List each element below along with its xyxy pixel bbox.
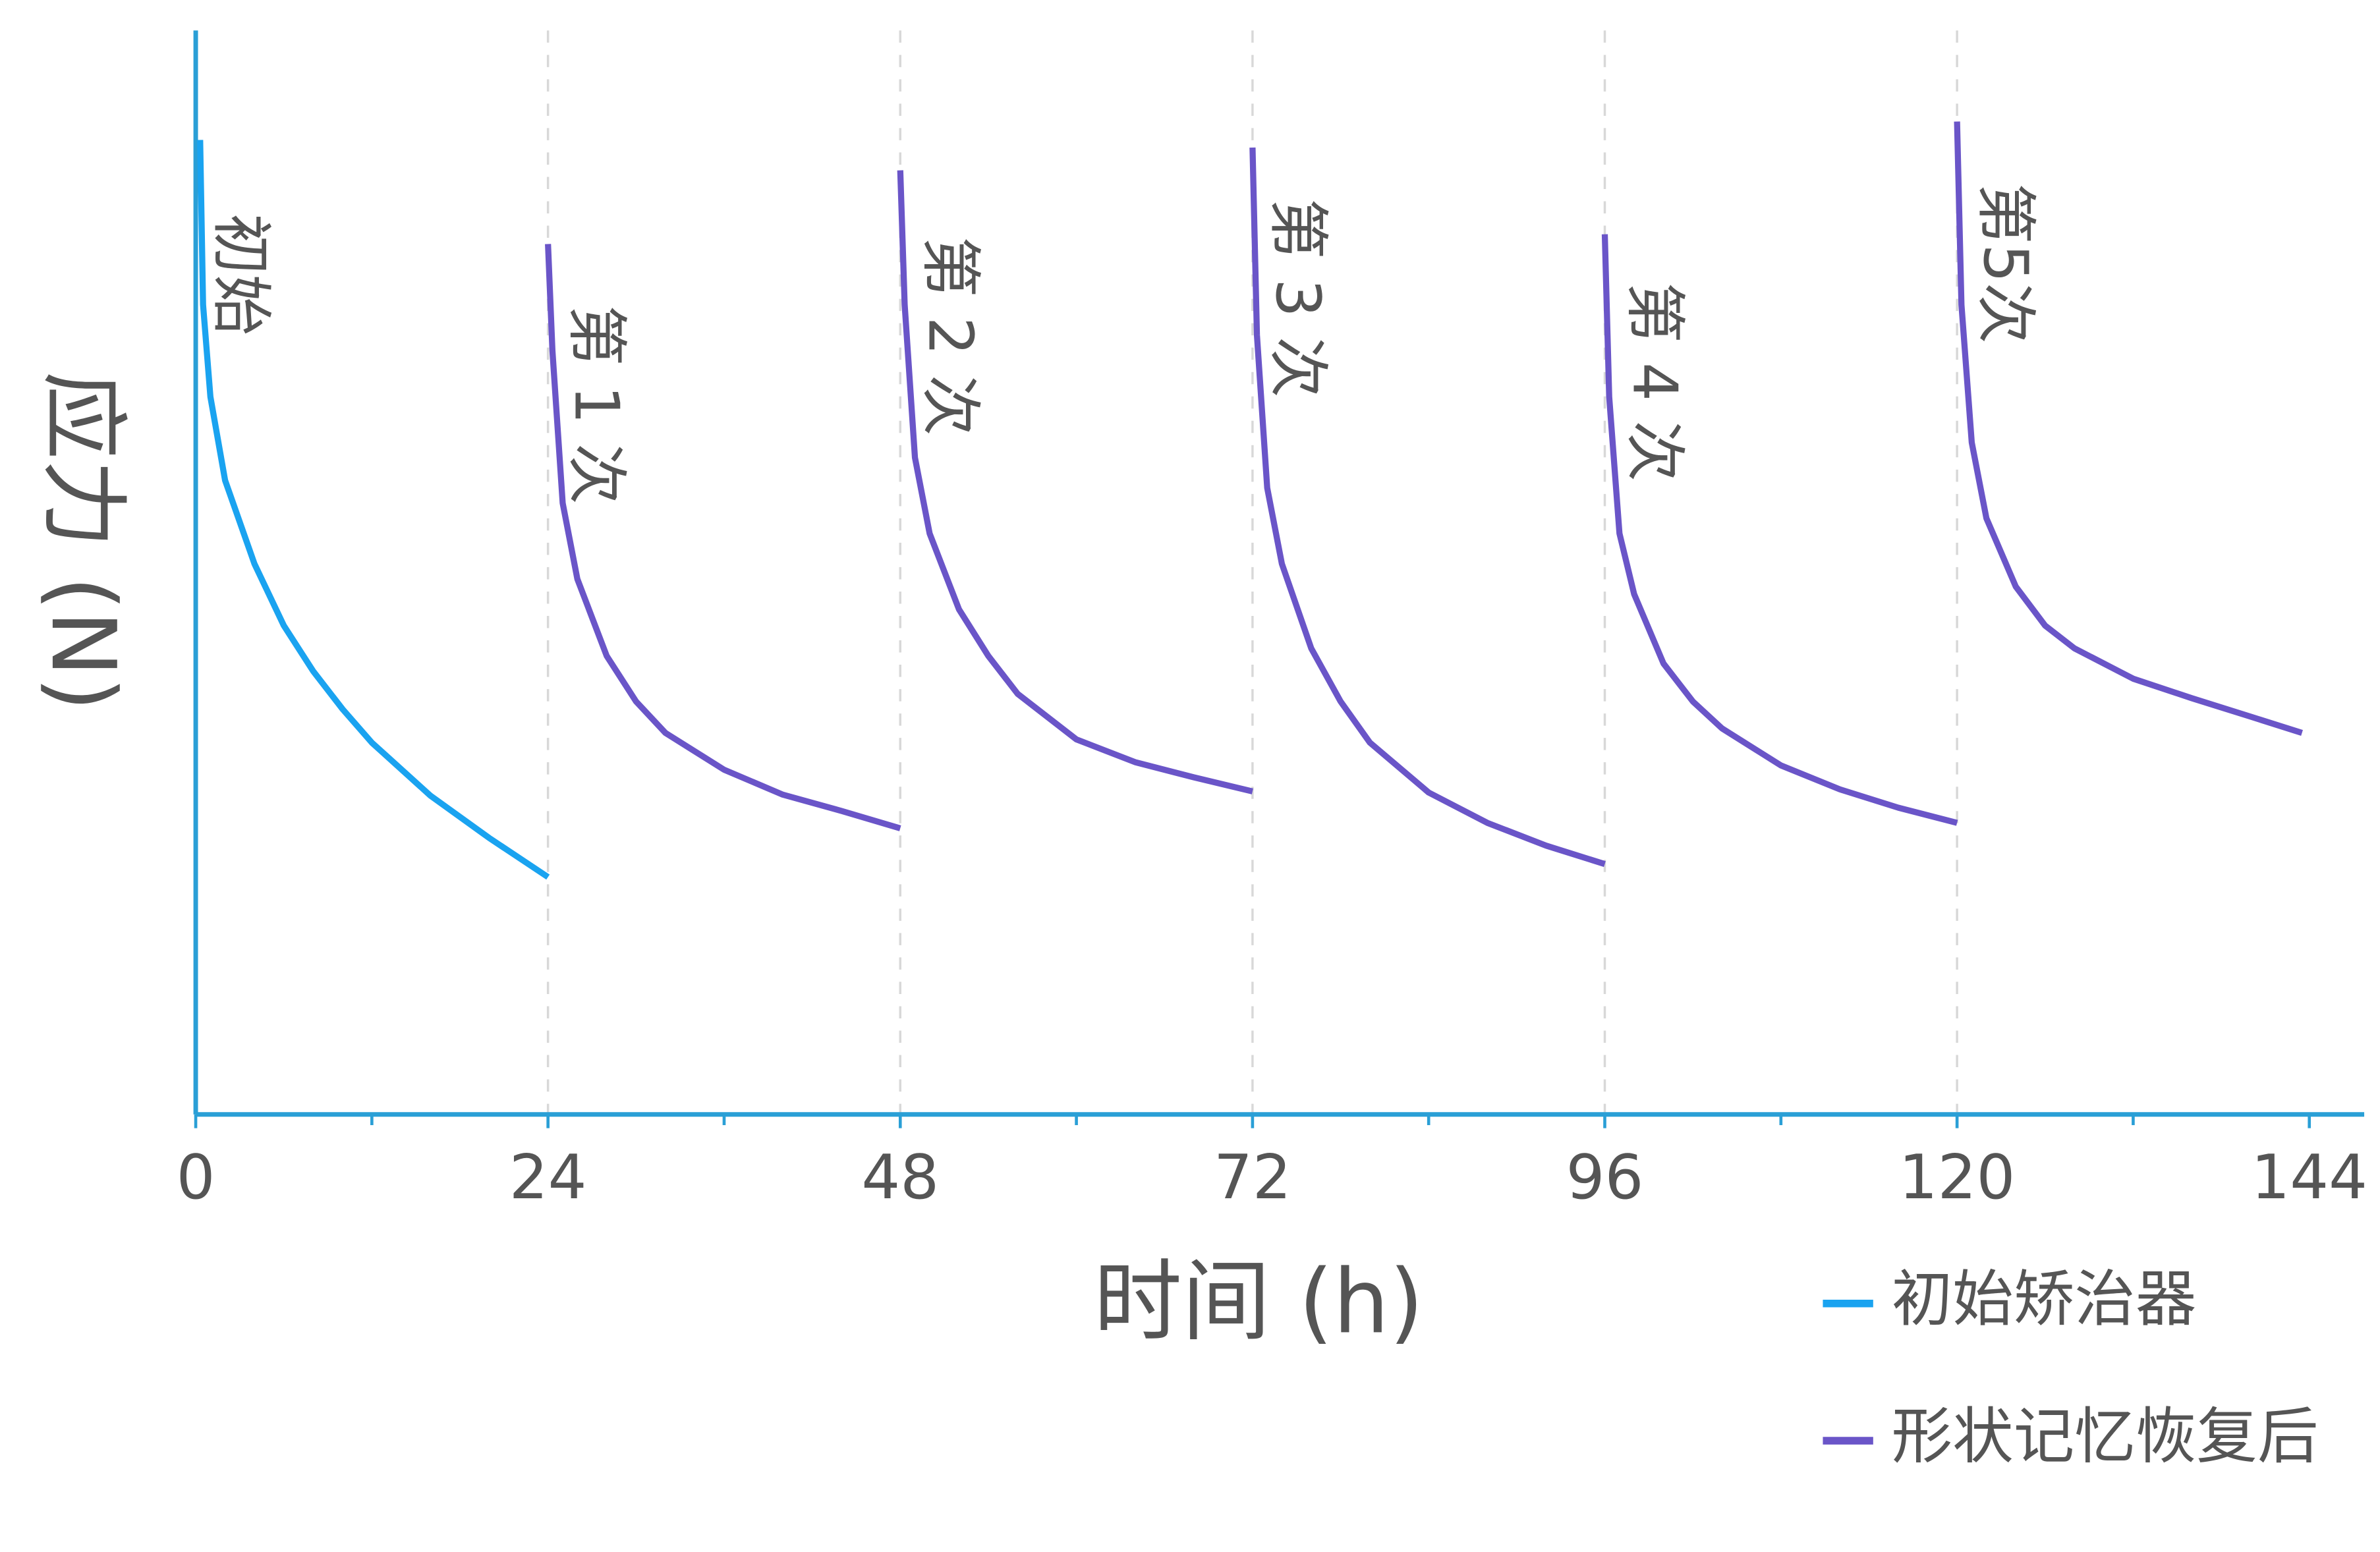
annotation: 初始 [206,213,277,335]
annotation: 第 2 次 [915,236,986,436]
annotation: 第 4 次 [1620,282,1691,482]
y-axis-label: 应力 (N) [32,371,135,711]
x-tick-label: 48 [861,1142,939,1213]
x-tick-label: 96 [1566,1142,1644,1213]
annotation: 第 3 次 [1262,198,1334,398]
legend-label: 初始矫治器 [1892,1263,2197,1335]
x-tick-label: 120 [1899,1142,2016,1213]
x-axis-label: 时间 (h) [1094,1250,1424,1353]
x-tick-label: 0 [177,1142,215,1213]
x-tick-label: 72 [1214,1142,1291,1213]
x-tick-label: 144 [2251,1142,2367,1213]
x-tick-label: 24 [509,1142,587,1213]
annotation: 第5次 [1970,183,2041,344]
series-line [545,121,2303,868]
annotation: 第 1 次 [561,305,632,505]
series-line [197,140,550,880]
legend-label: 形状记忆恢复后 [1892,1400,2319,1472]
